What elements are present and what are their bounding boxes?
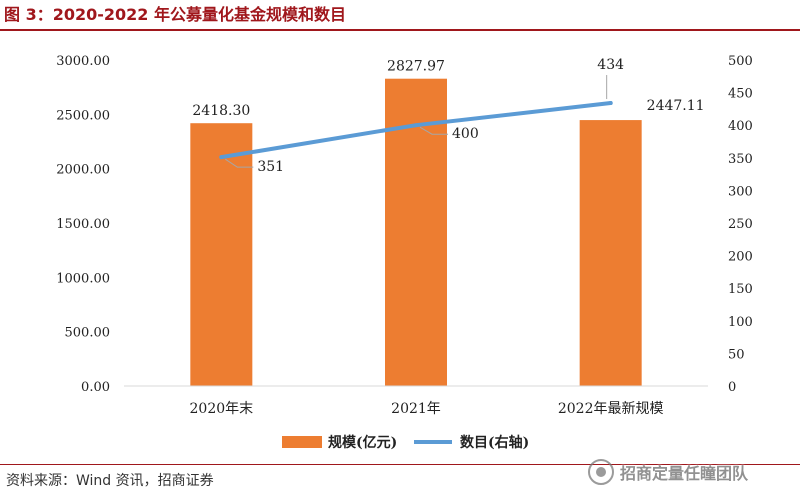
right-axis-tick-label: 0 [728, 380, 736, 395]
source-note: 资料来源：Wind 资讯，招商证券 [6, 473, 214, 489]
wechat-logo-icon [588, 459, 614, 485]
left-axis-tick-label: 1500.00 [56, 217, 110, 232]
watermark-text: 招商定量任瞳团队 [620, 464, 749, 483]
bar-data-label: 2827.97 [387, 59, 445, 75]
left-axis-tick-label: 2500.00 [56, 108, 110, 123]
bar-data-label: 2418.30 [192, 103, 250, 119]
bar-1 [190, 123, 253, 387]
line-label-leader [225, 158, 254, 168]
left-axis-tick-label: 1000.00 [56, 271, 110, 286]
line-point [219, 155, 224, 160]
bar-3 [579, 120, 642, 386]
right-axis-tick-label: 150 [728, 282, 753, 297]
left-axis-tick-label: 3000.00 [56, 54, 110, 69]
line-point [608, 101, 613, 106]
title-rule [0, 29, 800, 31]
line-data-label: 351 [257, 159, 284, 175]
category-label: 2022年最新规模 [558, 401, 664, 417]
right-axis-tick-label: 100 [728, 315, 753, 330]
category-label: 2020年末 [190, 401, 254, 417]
bottom-rule [0, 464, 800, 465]
right-axis-tick-label: 500 [728, 54, 753, 69]
right-axis-tick-label: 200 [728, 250, 753, 265]
right-axis-tick-label: 50 [728, 347, 745, 362]
bar-data-label: 2447.11 [647, 98, 705, 114]
line-data-label: 434 [597, 57, 624, 73]
figure-title: 图 3：2020-2022 年公募量化基金规模和数目 [4, 5, 346, 24]
right-axis-tick-label: 250 [728, 217, 753, 232]
line-point [414, 123, 418, 128]
right-axis-tick-label: 400 [728, 119, 753, 134]
left-axis-tick-label: 0.00 [81, 380, 110, 395]
legend-bar-swatch [282, 436, 322, 448]
legend-bar-label: 规模(亿元) [328, 434, 397, 451]
right-axis-tick-label: 450 [728, 87, 753, 102]
line-label-leader [419, 126, 448, 135]
legend-line-label: 数目(右轴) [460, 434, 529, 451]
right-axis-tick-label: 300 [728, 184, 753, 199]
right-axis-tick-label: 350 [728, 152, 753, 167]
watermark: 招商定量任瞳团队 [588, 452, 798, 492]
left-axis-tick-label: 500.00 [65, 326, 111, 341]
left-axis-tick-label: 2000.00 [56, 163, 110, 178]
line-data-label: 400 [452, 126, 479, 142]
category-label: 2021年 [391, 401, 441, 417]
